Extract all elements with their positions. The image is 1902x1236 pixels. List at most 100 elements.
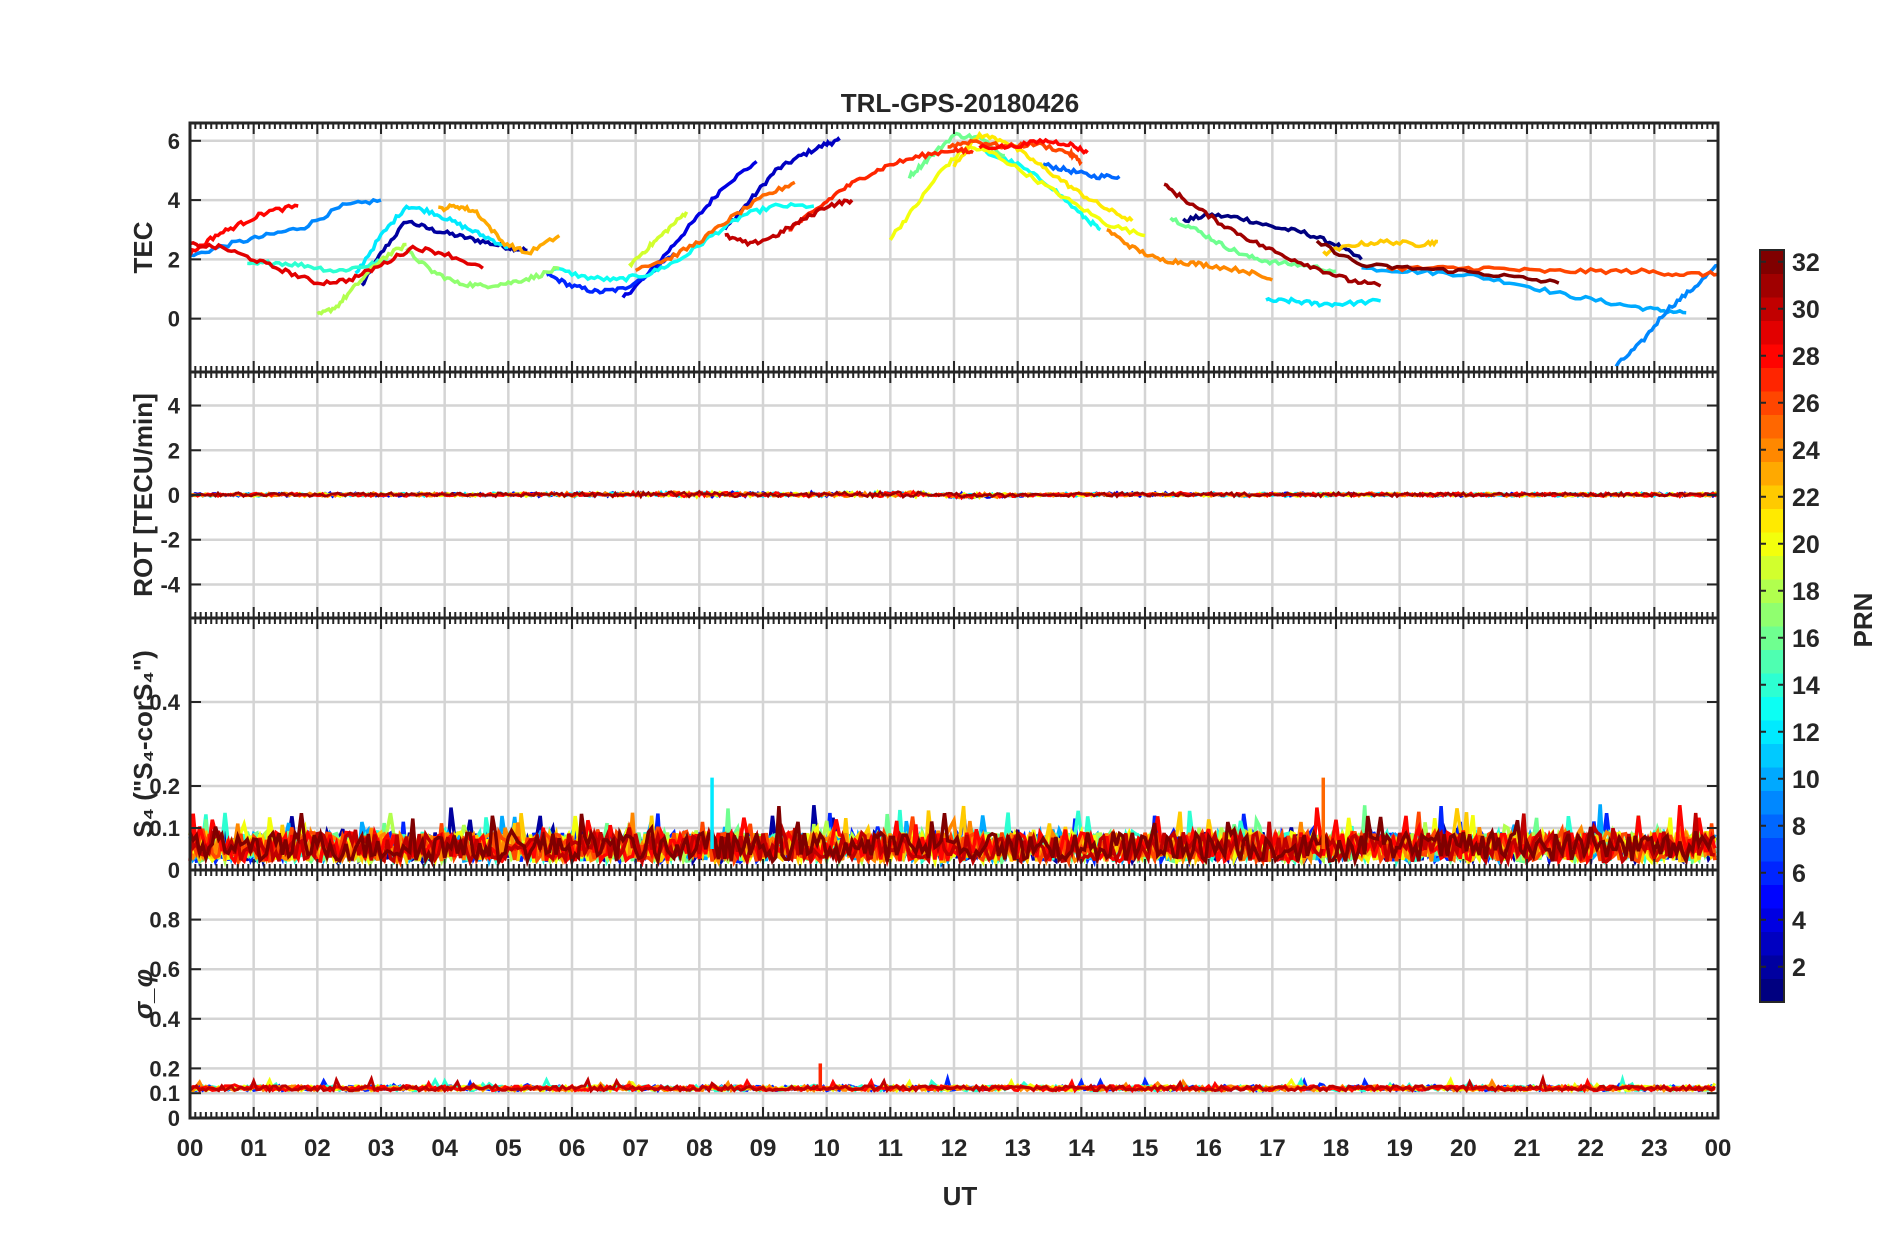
x-tick-label: 15	[1132, 1135, 1159, 1162]
x-tick-label: 17	[1259, 1135, 1286, 1162]
y-tick-label: 0.4	[149, 1007, 180, 1032]
x-tick-label: 12	[941, 1135, 968, 1162]
colorbar-band	[1760, 884, 1784, 909]
y-axis-label: ROT [TECU/min]	[128, 393, 158, 597]
y-tick-label: -2	[160, 528, 180, 553]
x-tick-label: 03	[368, 1135, 395, 1162]
colorbar-band	[1760, 273, 1784, 298]
y-tick-label: 4	[168, 188, 181, 213]
tec-series-prn-10	[1361, 266, 1687, 315]
y-tick-label: -4	[160, 572, 180, 597]
x-tick-label: 19	[1386, 1135, 1413, 1162]
x-tick-label: 18	[1323, 1135, 1350, 1162]
data-S4	[188, 777, 1717, 869]
tec-series-prn-20	[888, 143, 1146, 241]
colorbar-tick-label: 24	[1792, 437, 1820, 465]
x-tick-label: 05	[495, 1135, 522, 1162]
tec-series-prn-26	[947, 138, 1083, 167]
y-tick-label: 0	[168, 483, 180, 508]
y-tick-label: 0.4	[149, 690, 180, 715]
tec-series-prn-12	[354, 204, 509, 275]
colorbar-tick-label: 14	[1792, 672, 1820, 700]
colorbar-tick-label: 28	[1792, 343, 1820, 371]
chart-title: TRL-GPS-20180426	[841, 88, 1079, 118]
tec-series-prn-19	[628, 211, 689, 269]
colorbar-tick-label: 16	[1792, 625, 1820, 653]
x-tick-label: 00	[177, 1135, 204, 1162]
y-tick-label: 0.8	[149, 908, 180, 933]
tec-series-prn-31	[1163, 182, 1382, 288]
colorbar-band	[1760, 743, 1784, 768]
sigma-series-prn-30	[189, 1073, 1716, 1094]
y-tick-label: 2	[168, 438, 180, 463]
colorbar-tick-label: 18	[1792, 578, 1820, 606]
tec-series-prn-28	[978, 137, 1089, 155]
tec-series-prn-24	[1106, 228, 1274, 282]
data-sigma_phi	[188, 1063, 1717, 1094]
y-axis-label: S₄ ("S₄-corS₄")	[128, 650, 158, 838]
y-tick-label: 0.6	[149, 957, 180, 982]
colorbar-tick-label: 26	[1792, 390, 1820, 418]
tec-series-prn-12	[1265, 296, 1381, 308]
y-tick-label: 0	[168, 858, 180, 883]
x-tick-label: 10	[813, 1135, 840, 1162]
x-tick-label: 13	[1004, 1135, 1031, 1162]
x-tick-label: 04	[431, 1135, 458, 1162]
colorbar-band	[1760, 320, 1784, 345]
panel-TEC: 0 2 4 6 TEC	[128, 121, 1720, 374]
x-tick-label: 00	[1705, 1135, 1732, 1162]
colorbar-band	[1760, 414, 1784, 439]
y-tick-label: 6	[168, 129, 180, 154]
colorbar-band	[1760, 931, 1784, 956]
tec-series-prn-30	[724, 198, 854, 248]
y-tick-label: 0	[168, 1106, 180, 1131]
tec-series-prn-8	[1042, 161, 1121, 181]
x-tick-label: 23	[1641, 1135, 1668, 1162]
colorbar-band	[1760, 696, 1784, 721]
colorbar-tick-label: 6	[1792, 860, 1806, 888]
colorbar-band	[1760, 367, 1784, 392]
x-tick-label: 08	[686, 1135, 713, 1162]
y-tick-label: 0.1	[149, 816, 180, 841]
tec-series-prn-18	[316, 242, 407, 316]
y-tick-label: 0	[168, 307, 180, 332]
y-tick-label: 4	[168, 394, 181, 419]
colorbar-band	[1760, 790, 1784, 815]
colorbar-tick-label: 12	[1792, 719, 1820, 747]
y-axis-label: TEC	[128, 221, 158, 273]
panel-ROT: -4 -2 0 2 4 ROT [TECU/min]	[128, 370, 1720, 620]
s4-series-prn-32	[188, 805, 1716, 868]
colorbar-tick-label: 32	[1792, 249, 1820, 277]
x-tick-label: 20	[1450, 1135, 1477, 1162]
y-tick-label: 2	[168, 247, 180, 272]
x-tick-label: 06	[559, 1135, 586, 1162]
colorbar-tick-label: 22	[1792, 484, 1820, 512]
x-tick-label: 14	[1068, 1135, 1095, 1162]
y-tick-label: 0.2	[149, 774, 180, 799]
colorbar-band	[1760, 649, 1784, 674]
colorbar-label: PRN	[1848, 593, 1878, 648]
colorbar-tick-label: 2	[1792, 954, 1806, 982]
x-tick-label: 02	[304, 1135, 331, 1162]
x-axis: 00 01 02 03 04 05 06 07 08 09 10 11 12 13 14 15 16 17 18 19…	[177, 1135, 1732, 1162]
data-ROT	[189, 489, 1719, 501]
tec-series-prn-22	[1322, 238, 1439, 257]
tec-series-prn-26	[1386, 264, 1718, 278]
x-tick-label: 21	[1514, 1135, 1541, 1162]
tec-series-prn-9	[1614, 263, 1718, 368]
colorbar-tick-label: 4	[1792, 907, 1806, 935]
colorbar-band	[1760, 461, 1784, 486]
x-tick-label: 09	[750, 1135, 777, 1162]
axes-frame	[188, 868, 1720, 1120]
colorbar-frame	[1759, 249, 1785, 1003]
x-tick-label: 01	[240, 1135, 267, 1162]
tec-series-prn-32	[1315, 239, 1560, 285]
tec-series-prn-13	[552, 201, 815, 284]
data-TEC	[190, 130, 1718, 368]
x-tick-label: 16	[1195, 1135, 1222, 1162]
colorbar-band	[1760, 508, 1784, 533]
colorbar-band	[1760, 978, 1784, 1003]
tec-series-prn-28	[190, 203, 299, 256]
